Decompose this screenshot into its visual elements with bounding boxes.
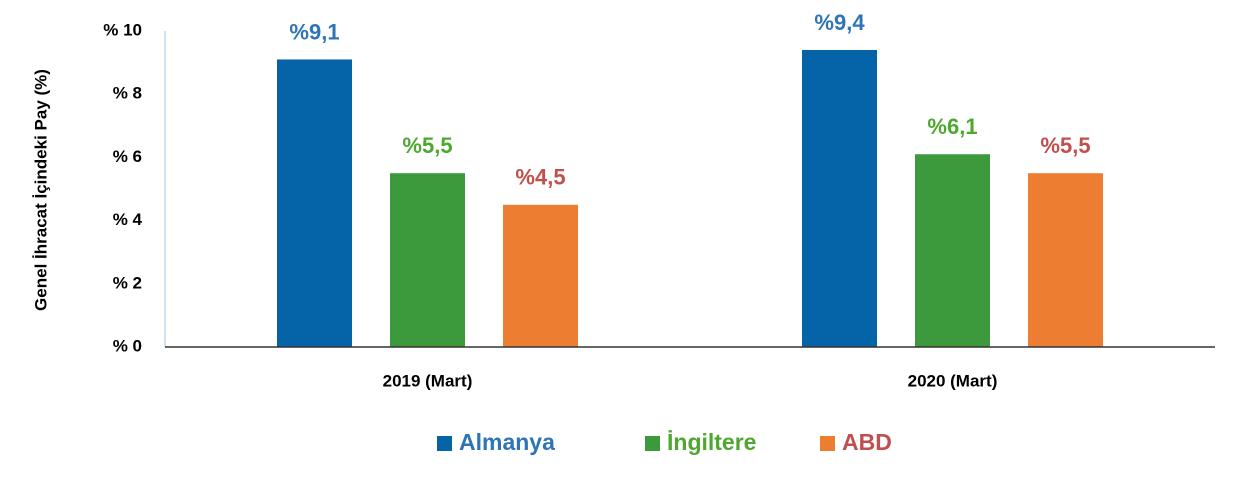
bar [277, 59, 352, 347]
y-tick-label: % 4 [113, 210, 143, 229]
data-label: %6,1 [927, 114, 977, 139]
bar [1028, 173, 1103, 347]
y-tick-label: % 6 [113, 147, 142, 166]
data-label: %5,5 [402, 133, 452, 158]
y-tick-label: % 2 [113, 273, 142, 292]
data-label: %5,5 [1040, 133, 1090, 158]
legend-swatch [437, 436, 452, 451]
bar [390, 173, 465, 347]
y-tick-label: % 0 [113, 336, 142, 355]
data-label: %9,1 [289, 19, 339, 44]
legend-swatch [645, 436, 660, 451]
legend-label: İngiltere [667, 429, 756, 455]
legend-swatch [820, 436, 835, 451]
legend-label: Almanya [459, 429, 555, 455]
x-tick-label: 2019 (Mart) [383, 371, 473, 390]
y-tick-label: % 10 [103, 20, 142, 39]
data-label: %4,5 [515, 165, 565, 190]
y-tick-label: % 8 [113, 84, 142, 103]
legend-label: ABD [842, 429, 892, 455]
bar [802, 49, 877, 348]
data-label: %9,4 [814, 10, 865, 35]
x-tick-label: 2020 (Mart) [908, 371, 998, 390]
bar [915, 154, 990, 347]
y-axis-title: Genel İhracat İçindeki Pay (%) [31, 69, 50, 311]
bar [503, 204, 578, 347]
